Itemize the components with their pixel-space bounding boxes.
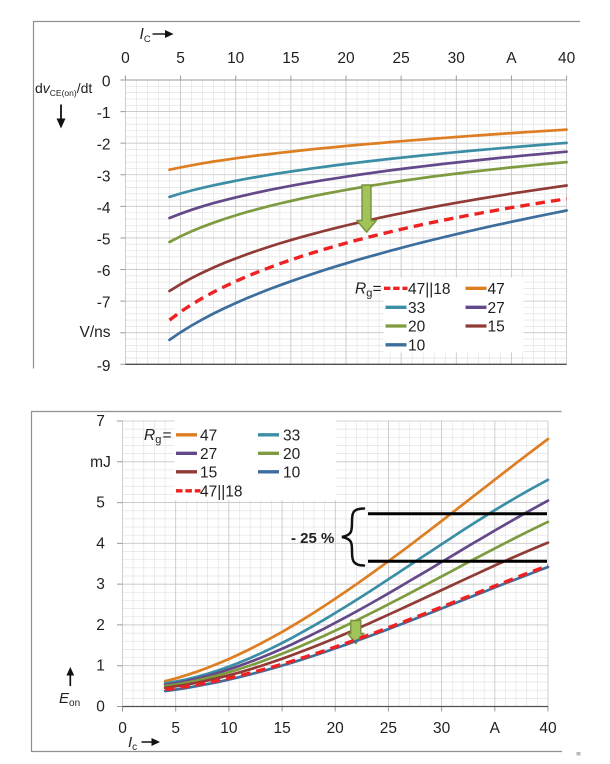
svg-text:0: 0 [121, 50, 130, 67]
svg-text:15: 15 [200, 464, 217, 481]
svg-text:25: 25 [392, 50, 409, 67]
svg-text:5: 5 [171, 720, 180, 737]
svg-text:10: 10 [283, 464, 301, 481]
svg-text:- 25 %: - 25 % [291, 530, 334, 547]
svg-text:33: 33 [283, 427, 300, 444]
svg-text:40: 40 [539, 720, 557, 737]
svg-text:IC: IC [140, 26, 151, 45]
svg-text:-9: -9 [97, 358, 111, 375]
svg-text:33: 33 [408, 300, 425, 317]
svg-text:15: 15 [488, 319, 505, 336]
svg-text:47||18: 47||18 [200, 483, 243, 500]
svg-text:-2: -2 [97, 137, 111, 154]
svg-text:-4: -4 [97, 200, 111, 217]
svg-text:10: 10 [408, 337, 426, 354]
svg-text:2: 2 [96, 617, 105, 634]
svg-text:27: 27 [200, 446, 217, 463]
svg-text:0: 0 [118, 720, 127, 737]
svg-text:=: = [373, 280, 382, 297]
svg-text:47||18: 47||18 [408, 281, 451, 298]
svg-text:mJ: mJ [90, 454, 111, 471]
svg-text:10: 10 [220, 720, 238, 737]
svg-text:Ic: Ic [128, 734, 137, 753]
svg-text:-3: -3 [97, 168, 111, 185]
svg-text:3: 3 [96, 576, 105, 593]
svg-text:15: 15 [282, 50, 299, 67]
svg-text:-6: -6 [97, 263, 111, 280]
svg-text:-7: -7 [97, 295, 111, 312]
svg-text:5: 5 [176, 50, 185, 67]
svg-text:5: 5 [96, 495, 105, 512]
svg-text:25: 25 [380, 720, 397, 737]
svg-text:0: 0 [96, 699, 105, 716]
svg-text:15: 15 [273, 720, 290, 737]
svg-text:10: 10 [227, 50, 245, 67]
svg-text:0: 0 [102, 74, 111, 91]
svg-text:20: 20 [408, 319, 426, 336]
svg-text:20: 20 [337, 50, 355, 67]
svg-text:dvCE(on)/dt: dvCE(on)/dt [35, 80, 92, 98]
svg-text:40: 40 [558, 50, 576, 67]
svg-text:30: 30 [448, 50, 466, 67]
svg-text:1: 1 [96, 658, 105, 675]
svg-text:=: = [163, 427, 172, 444]
svg-text:-1: -1 [97, 105, 111, 122]
svg-text:20: 20 [283, 446, 301, 463]
svg-text:A: A [506, 50, 517, 67]
svg-text:47: 47 [200, 427, 217, 444]
svg-text:-5: -5 [97, 231, 111, 248]
svg-text:A: A [490, 720, 501, 737]
svg-text:20: 20 [327, 720, 345, 737]
svg-text:4: 4 [96, 535, 105, 552]
svg-text:30: 30 [433, 720, 451, 737]
svg-text:27: 27 [488, 300, 505, 317]
svg-text:V/ns: V/ns [79, 324, 110, 341]
svg-text:47: 47 [488, 281, 505, 298]
svg-text:7: 7 [96, 413, 105, 430]
